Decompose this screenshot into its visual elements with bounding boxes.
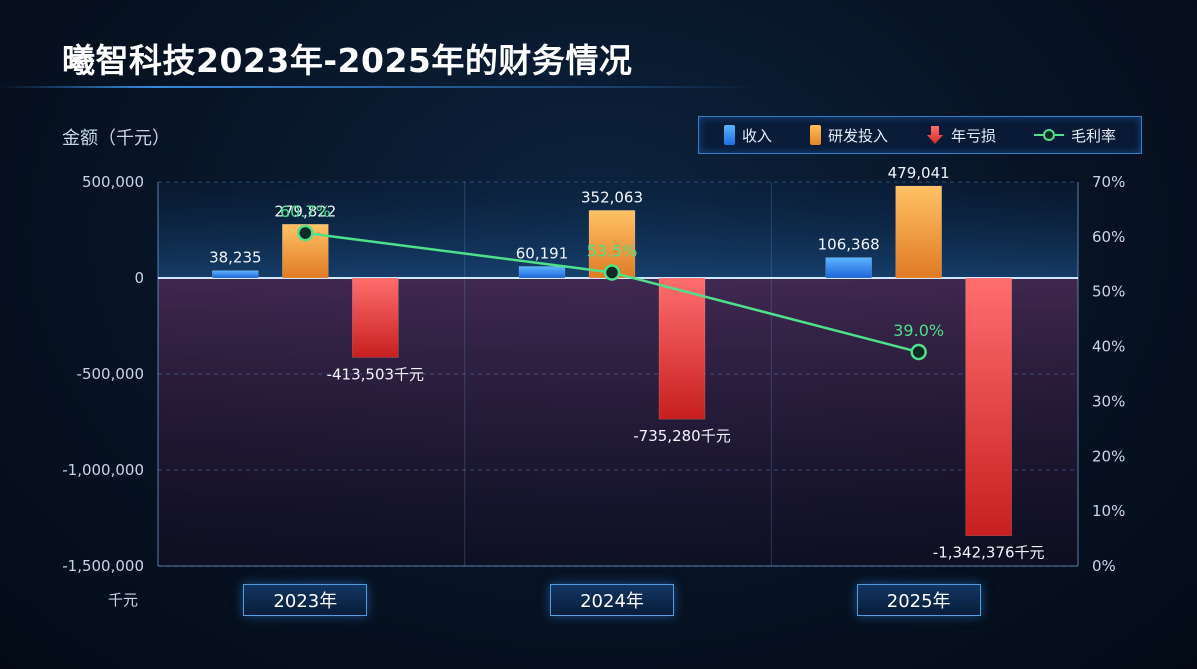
legend-item-rnd[interactable]: 研发投入 xyxy=(809,125,888,146)
y2-tick-label: 30% xyxy=(1092,392,1125,410)
revenue-bar-label: 106,368 xyxy=(818,236,880,254)
y-tick-label: -500,000 xyxy=(77,365,144,383)
year-tab[interactable]: 2024年 xyxy=(550,584,674,616)
revenue-bar-label: 60,191 xyxy=(516,244,569,262)
legend-item-loss[interactable]: 年亏损 xyxy=(926,125,996,146)
loss-bar-label: -1,342,376千元 xyxy=(933,544,1045,562)
title-underline xyxy=(0,86,760,88)
legend-item-margin[interactable]: 毛利率 xyxy=(1033,125,1116,146)
page-title: 曦智科技2023年-2025年的财务情况 xyxy=(62,41,633,80)
gross-margin-label: 53.5% xyxy=(587,242,638,261)
gross-margin-line xyxy=(297,224,927,361)
rnd-bar-label: 279,822 xyxy=(274,202,336,220)
y2-tick-label: 40% xyxy=(1092,338,1125,356)
y-tick-label: 0 xyxy=(134,269,144,287)
revenue-bar-label: 38,235 xyxy=(209,249,262,267)
green-line-marker-icon xyxy=(1033,129,1064,141)
y2-tick-label: 0% xyxy=(1092,557,1116,575)
gross-margin-point xyxy=(297,224,314,242)
loss-bar xyxy=(658,277,706,420)
loss-bar xyxy=(352,277,399,358)
legend-item-revenue[interactable]: 收入 xyxy=(723,125,772,146)
legend-label-revenue: 收入 xyxy=(741,126,772,145)
gross-margin-label: 60.7% xyxy=(280,202,331,221)
y2-tick-label: 50% xyxy=(1092,283,1125,301)
gross-margin-point xyxy=(910,343,927,361)
y2-tick-label: 60% xyxy=(1092,228,1125,246)
revenue-bar xyxy=(825,257,872,279)
y2-tick-label: 20% xyxy=(1092,447,1125,465)
legend-label-rnd: 研发投入 xyxy=(827,126,888,145)
data-labels: 38,235 279,822 -413,503千元 60,191 352,063 -735… xyxy=(209,164,1044,562)
loss-bar xyxy=(965,277,1012,536)
revenue-bar xyxy=(518,266,566,279)
legend-label-loss: 年亏损 xyxy=(950,126,996,145)
year-tab[interactable]: 2023年 xyxy=(243,584,368,616)
year-tab[interactable]: 2025年 xyxy=(856,584,981,616)
rnd-bar-label: 479,041 xyxy=(888,164,950,182)
legend-label-margin: 毛利率 xyxy=(1070,126,1116,145)
rnd-bar-label: 352,063 xyxy=(581,188,643,206)
rnd-bar xyxy=(895,185,942,279)
revenue-bar xyxy=(212,270,259,279)
red-down-arrow-icon xyxy=(926,126,943,144)
negative-region xyxy=(158,278,1078,566)
x-axis-unit-label: 千元 xyxy=(108,591,139,609)
gross-margin-label: 39.0% xyxy=(893,321,944,340)
blue-bar-icon xyxy=(723,125,735,145)
y-tick-label: 500,000 xyxy=(82,173,144,191)
chart-legend: 收入 研发投入 年亏损 毛利率 xyxy=(698,116,1142,154)
y-axis-unit-label: 金额（千元） xyxy=(62,128,170,149)
y2-tick-label: 10% xyxy=(1092,502,1125,520)
y-tick-label: -1,500,000 xyxy=(62,557,144,575)
loss-bar-label: -413,503千元 xyxy=(327,365,424,383)
y-tick-label: -1,000,000 xyxy=(62,461,144,479)
gross-margin-point xyxy=(603,264,621,281)
loss-bar-label: -735,280千元 xyxy=(633,427,730,445)
orange-bar-icon xyxy=(809,125,821,145)
y2-tick-label: 70% xyxy=(1092,173,1125,191)
